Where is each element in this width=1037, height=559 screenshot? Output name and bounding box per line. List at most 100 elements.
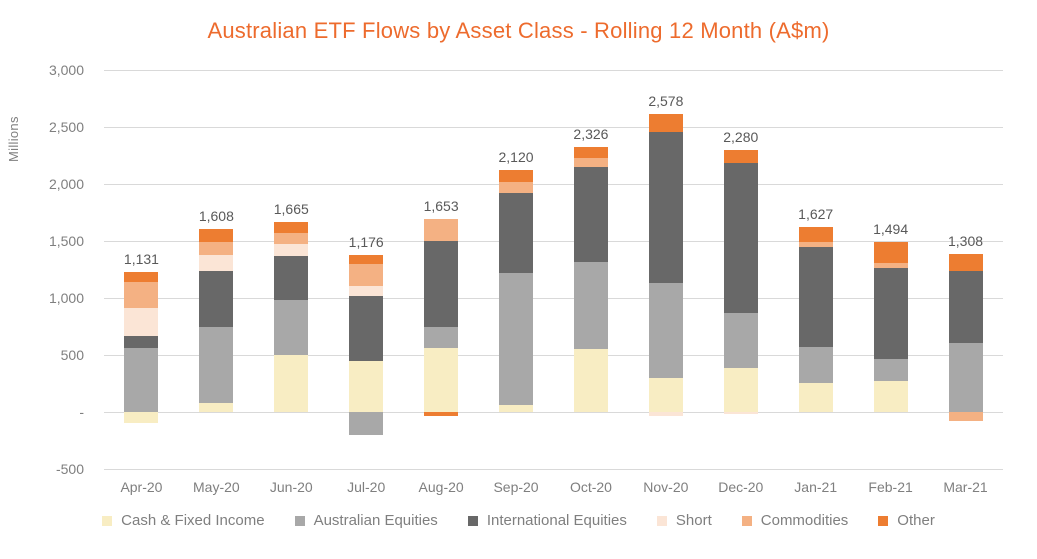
bar-segment xyxy=(948,412,983,421)
bar-segment xyxy=(499,273,534,405)
bar-segment xyxy=(798,241,833,248)
gridline xyxy=(104,183,1003,185)
x-tick-label: Sep-20 xyxy=(493,479,539,495)
bar-segment xyxy=(199,403,234,412)
bar-segment xyxy=(798,247,833,348)
bar-segment xyxy=(648,114,683,133)
bar-segment xyxy=(573,167,608,263)
bar-segment xyxy=(124,348,159,412)
bar-segment xyxy=(648,282,683,379)
bar-segment xyxy=(349,412,384,435)
legend-item: Australian Equities xyxy=(294,512,438,529)
bar-segment xyxy=(723,368,758,412)
y-tick-label: -500 xyxy=(55,461,84,477)
legend-item: Cash & Fixed Income xyxy=(102,512,265,529)
y-tick-label: 500 xyxy=(60,347,84,363)
bar-total-label: 2,326 xyxy=(573,125,609,142)
bar-segment xyxy=(873,359,908,382)
bar-segment xyxy=(124,412,159,424)
bar-segment xyxy=(948,342,983,412)
bar-total-label: 1,494 xyxy=(873,220,909,237)
y-tick-label: 1,500 xyxy=(48,233,84,249)
gridline xyxy=(104,297,1003,299)
bar-segment xyxy=(349,296,384,361)
y-tick-label: 1,000 xyxy=(48,290,84,306)
bar-total-label: 1,176 xyxy=(348,234,384,251)
bar-segment xyxy=(124,336,159,349)
legend-swatch-icon xyxy=(741,515,752,526)
bar-total-label: 1,653 xyxy=(423,198,459,215)
x-tick-label: Mar-21 xyxy=(943,479,988,495)
y-tick-label: 2,500 xyxy=(48,119,84,135)
legend-swatch-icon xyxy=(294,515,305,526)
bar-segment xyxy=(274,255,309,301)
x-tick-label: Apr-20 xyxy=(120,479,163,495)
y-tick-label: 3,000 xyxy=(48,62,84,78)
bar-segment xyxy=(723,149,758,163)
gridline xyxy=(104,411,1003,413)
bar-total-label: 1,627 xyxy=(798,205,834,222)
legend-swatch-icon xyxy=(656,515,667,526)
bar-segment xyxy=(424,412,459,417)
bar-segment xyxy=(948,270,983,343)
bar-segment xyxy=(124,281,159,308)
bar-segment xyxy=(274,222,309,234)
legend-label: Australian Equities xyxy=(313,512,438,529)
bar-segment xyxy=(199,228,234,242)
y-tick-label: - xyxy=(79,404,84,420)
bar-segment xyxy=(274,233,309,245)
bar-segment xyxy=(723,412,758,415)
bar-total-label: 1,608 xyxy=(198,207,234,224)
bar-total-label: 1,308 xyxy=(948,233,984,250)
bar-segment xyxy=(798,226,833,242)
legend-item: Other xyxy=(878,512,935,529)
bar-segment xyxy=(499,192,534,274)
plot-area xyxy=(104,69,1003,470)
gridline xyxy=(104,468,1003,470)
legend: Cash & Fixed Income Australian Equities In… xyxy=(0,512,1037,529)
gridline xyxy=(104,69,1003,71)
x-tick-label: Jan-21 xyxy=(794,479,838,495)
x-tick-label: Nov-20 xyxy=(643,479,689,495)
bar-segment xyxy=(499,170,534,182)
legend-swatch-icon xyxy=(102,515,113,526)
bar-segment xyxy=(873,267,908,360)
bar-segment xyxy=(124,307,159,337)
legend-swatch-icon xyxy=(878,515,889,526)
y-tick-label: 2,000 xyxy=(48,176,84,192)
gridline xyxy=(104,126,1003,128)
bar-segment xyxy=(424,327,459,348)
bar-segment xyxy=(349,263,384,287)
legend-label: Other xyxy=(897,512,935,529)
x-tick-label: Jun-20 xyxy=(269,479,313,495)
bar-segment xyxy=(499,181,534,193)
bar-segment xyxy=(873,262,908,268)
bar-segment xyxy=(648,378,683,412)
bar-segment xyxy=(723,162,758,313)
legend-swatch-icon xyxy=(467,515,478,526)
bar-segment xyxy=(274,355,309,412)
bar-segment xyxy=(124,271,159,282)
bar-segment xyxy=(424,219,459,241)
x-tick-label: May-20 xyxy=(193,479,240,495)
x-axis-labels: Apr-20 May-20 Jun-20 Jul-20 Aug-20 Sep-20 Oct-… xyxy=(104,479,1003,499)
x-tick-label: Dec-20 xyxy=(718,479,764,495)
bar-total-label: 1,665 xyxy=(273,201,309,218)
bar-total-label: 2,578 xyxy=(648,93,684,110)
x-tick-label: Jul-20 xyxy=(347,479,386,495)
gridline xyxy=(104,354,1003,356)
gridline xyxy=(104,240,1003,242)
bar-segment xyxy=(573,348,608,412)
bar-segment xyxy=(349,255,384,264)
bar-segment xyxy=(648,132,683,283)
legend-item: International Equities xyxy=(467,512,627,529)
bar-segment xyxy=(424,347,459,412)
bar-segment xyxy=(573,146,608,159)
x-tick-label: Oct-20 xyxy=(569,479,612,495)
x-tick-label: Aug-20 xyxy=(418,479,464,495)
bar-segment xyxy=(648,412,683,416)
bar-segment xyxy=(723,312,758,369)
bar-total-label: 1,131 xyxy=(123,250,159,267)
bar-segment xyxy=(873,241,908,263)
bar-segment xyxy=(274,300,309,355)
